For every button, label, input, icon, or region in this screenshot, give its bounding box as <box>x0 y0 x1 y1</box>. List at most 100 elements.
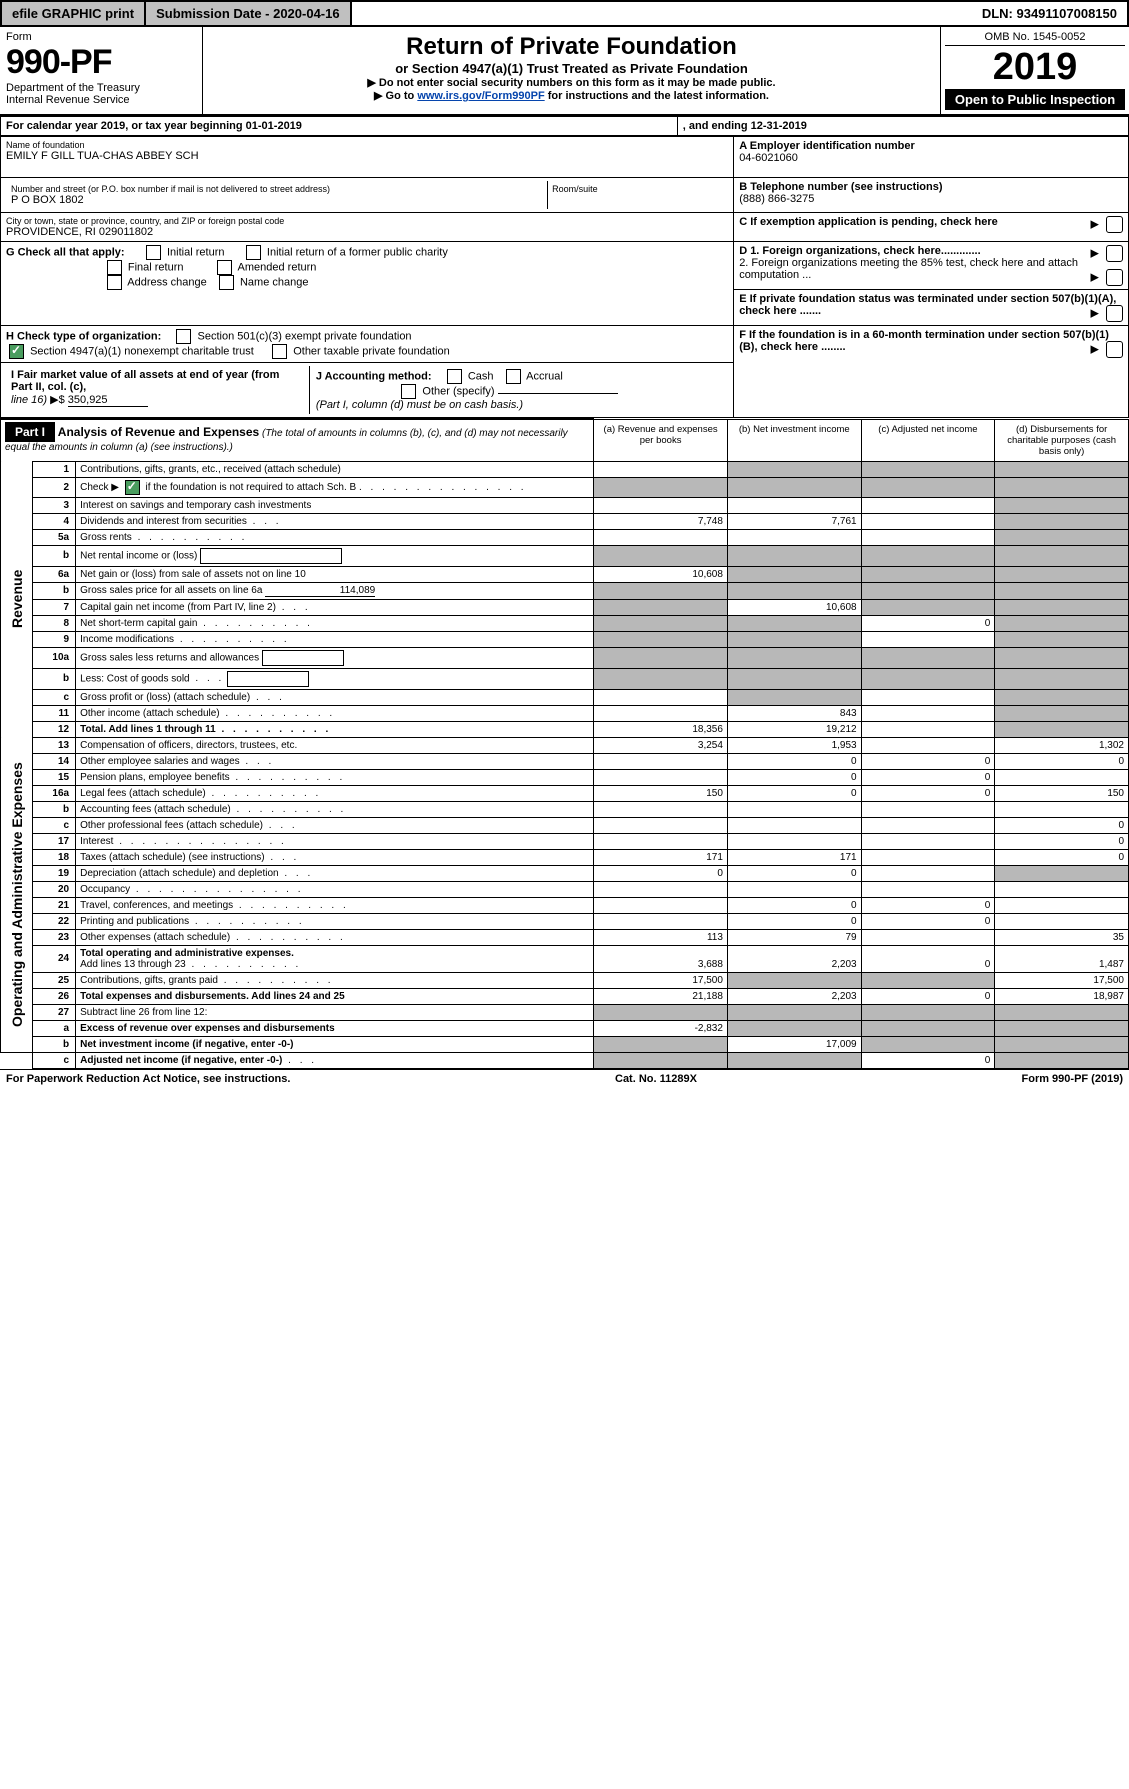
row-desc: Other income (attach schedule) <box>76 705 594 721</box>
row-desc: Gross profit or (loss) (attach schedule) <box>76 689 594 705</box>
row-desc: Check ▶ if the foundation is not require… <box>76 477 594 497</box>
cell-val: 0 <box>594 865 728 881</box>
i-line16: line 16) <box>11 394 47 406</box>
row-num: a <box>33 1020 76 1036</box>
row-num: 4 <box>33 513 76 529</box>
row-desc: Other employee salaries and wages <box>76 753 594 769</box>
addr-label: Number and street (or P.O. box number if… <box>11 184 542 194</box>
row-num: 14 <box>33 753 76 769</box>
part1-title: Analysis of Revenue and Expenses <box>58 425 259 439</box>
g-amended-checkbox[interactable] <box>217 260 232 275</box>
row-num: c <box>33 1052 76 1068</box>
cell-val: 0 <box>727 769 861 785</box>
irs: Internal Revenue Service <box>6 94 196 106</box>
j-accrual-checkbox[interactable] <box>506 369 521 384</box>
j-accrual: Accrual <box>526 370 563 382</box>
d1-checkbox[interactable] <box>1106 245 1123 262</box>
g-final-checkbox[interactable] <box>107 260 122 275</box>
h-4947-checkbox[interactable] <box>9 344 24 359</box>
row-desc: Accounting fees (attach schedule) <box>76 801 594 817</box>
form-footer: For Paperwork Reduction Act Notice, see … <box>0 1069 1129 1088</box>
topbar-spacer <box>352 2 972 25</box>
row-num: b <box>33 668 76 689</box>
row-desc: Taxes (attach schedule) (see instruction… <box>76 849 594 865</box>
g-name-checkbox[interactable] <box>219 275 234 290</box>
h-501-checkbox[interactable] <box>176 329 191 344</box>
row-num: 11 <box>33 705 76 721</box>
row-desc: Dividends and interest from securities <box>76 513 594 529</box>
h-other-checkbox[interactable] <box>272 344 287 359</box>
row-desc: Excess of revenue over expenses and disb… <box>76 1020 594 1036</box>
row-desc: Gross rents <box>76 529 594 545</box>
row-num: 19 <box>33 865 76 881</box>
cell-val: 0 <box>727 865 861 881</box>
tax-year: 2019 <box>945 46 1125 89</box>
cell-val: 1,302 <box>995 737 1129 753</box>
dln: DLN: 93491107008150 <box>972 2 1127 25</box>
cell-val: 17,009 <box>727 1036 861 1052</box>
cell-val: 150 <box>594 785 728 801</box>
topbar: efile GRAPHIC print Submission Date - 20… <box>0 0 1129 27</box>
c-checkbox[interactable] <box>1106 216 1123 233</box>
cell-val: 2,203 <box>727 945 861 972</box>
efile-button[interactable]: efile GRAPHIC print <box>2 2 146 25</box>
row-desc: Adjusted net income (if negative, enter … <box>76 1052 594 1068</box>
g-label: G Check all that apply: <box>6 246 125 258</box>
f-checkbox[interactable] <box>1106 341 1123 358</box>
g-amended: Amended return <box>238 261 317 273</box>
cal-end: , and ending 12-31-2019 <box>677 117 1128 136</box>
j-cash-checkbox[interactable] <box>447 369 462 384</box>
ein-label: A Employer identification number <box>739 140 1123 152</box>
inspection: Open to Public Inspection <box>945 89 1125 110</box>
cell-val: 0 <box>861 897 995 913</box>
g-initial-checkbox[interactable] <box>146 245 161 260</box>
g-addr: Address change <box>127 276 207 288</box>
cell-val: 0 <box>861 769 995 785</box>
row-num: 13 <box>33 737 76 753</box>
cell-val: 0 <box>727 897 861 913</box>
row-desc: Total operating and administrative expen… <box>76 945 594 972</box>
d2-checkbox[interactable] <box>1106 269 1123 286</box>
room-label: Room/suite <box>552 184 723 194</box>
j-other-checkbox[interactable] <box>401 384 416 399</box>
row-desc: Capital gain net income (from Part IV, l… <box>76 599 594 615</box>
footer-left: For Paperwork Reduction Act Notice, see … <box>6 1073 290 1085</box>
j-note: (Part I, column (d) must be on cash basi… <box>316 399 523 411</box>
city-label: City or town, state or province, country… <box>6 216 728 226</box>
tel-label: B Telephone number (see instructions) <box>739 181 1123 193</box>
cell-val: 843 <box>727 705 861 721</box>
cell-val: 0 <box>727 913 861 929</box>
footer-center: Cat. No. 11289X <box>615 1073 697 1085</box>
row-num: 24 <box>33 945 76 972</box>
row-desc: Contributions, gifts, grants, etc., rece… <box>76 461 594 477</box>
cell-val: 17,500 <box>995 972 1129 988</box>
j-cash: Cash <box>468 370 494 382</box>
row-desc: Net short-term capital gain <box>76 615 594 631</box>
cell-val: 0 <box>861 753 995 769</box>
tel-value: (888) 866-3275 <box>739 193 1123 205</box>
e-checkbox[interactable] <box>1106 305 1123 322</box>
row-desc: Subtract line 26 from line 12: <box>76 1004 594 1020</box>
cell-val: 171 <box>727 849 861 865</box>
row-num: 3 <box>33 497 76 513</box>
cal-begin: For calendar year 2019, or tax year begi… <box>1 117 678 136</box>
cell-val: 0 <box>861 1052 995 1068</box>
row-desc: Depreciation (attach schedule) and deple… <box>76 865 594 881</box>
cell-val: 0 <box>995 849 1129 865</box>
row-num: 20 <box>33 881 76 897</box>
ein-value: 04-6021060 <box>739 152 1123 164</box>
row-num: b <box>33 582 76 599</box>
j-label: J Accounting method: <box>316 370 432 382</box>
cell-val: 0 <box>861 785 995 801</box>
g-name: Name change <box>240 276 309 288</box>
form-number: 990-PF <box>6 43 196 82</box>
expenses-section-label: Operating and Administrative Expenses <box>1 737 33 1052</box>
g-addr-checkbox[interactable] <box>107 275 122 290</box>
e-label: E If private foundation status was termi… <box>739 293 1116 317</box>
form-header: Form 990-PF Department of the Treasury I… <box>0 27 1129 116</box>
g-initial-former-checkbox[interactable] <box>246 245 261 260</box>
cell-val: 0 <box>861 615 995 631</box>
row-desc: Total. Add lines 1 through 11 <box>76 721 594 737</box>
form-link[interactable]: www.irs.gov/Form990PF <box>417 90 544 102</box>
sch-b-checkbox[interactable] <box>125 480 140 495</box>
